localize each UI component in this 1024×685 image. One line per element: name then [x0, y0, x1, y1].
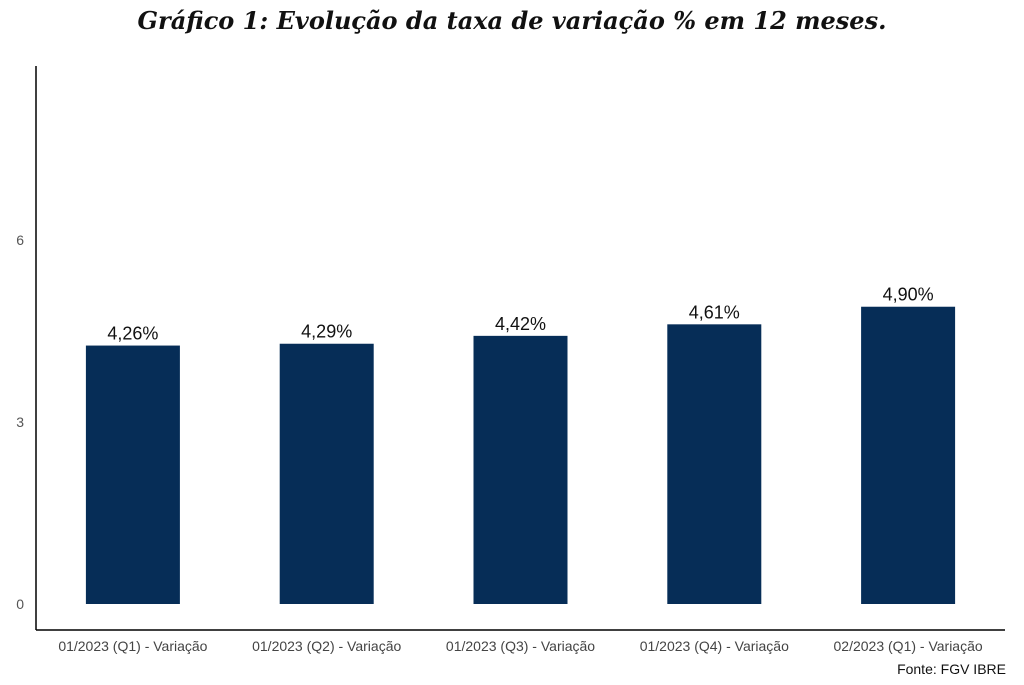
data-labels-group: 4,26% 4,29% 4,42% 4,61% 4,90%: [107, 285, 933, 344]
y-tick-labels: 0 3 6: [16, 232, 24, 612]
source-note: Fonte: FGV IBRE: [897, 661, 1006, 677]
bar-3: [473, 335, 568, 604]
x-category-label-3: 01/2023 (Q3) - Variação: [446, 638, 595, 654]
x-category-label-2: 01/2023 (Q2) - Variação: [252, 638, 401, 654]
bar-1: [85, 345, 180, 604]
bar-5: [861, 306, 956, 604]
x-category-labels: 01/2023 (Q1) - Variação 01/2023 (Q2) - Va…: [58, 638, 983, 654]
bar-4: [667, 324, 762, 604]
y-tick-label-2: 3: [16, 414, 24, 430]
y-tick-label-1: 0: [16, 596, 24, 612]
chart-title: Gráfico 1: Evolução da taxa de variação …: [137, 6, 887, 35]
data-label-3: 4,42%: [495, 314, 546, 334]
x-category-label-1: 01/2023 (Q1) - Variação: [58, 638, 207, 654]
x-category-label-4: 01/2023 (Q4) - Variação: [640, 638, 789, 654]
data-label-1: 4,26%: [107, 324, 158, 344]
bar-2: [279, 343, 374, 604]
data-label-2: 4,29%: [301, 322, 352, 342]
bars-group: [85, 306, 956, 604]
data-label-5: 4,90%: [883, 285, 934, 305]
x-category-label-5: 02/2023 (Q1) - Variação: [834, 638, 983, 654]
y-tick-label-3: 6: [16, 232, 24, 248]
data-label-4: 4,61%: [689, 302, 740, 322]
